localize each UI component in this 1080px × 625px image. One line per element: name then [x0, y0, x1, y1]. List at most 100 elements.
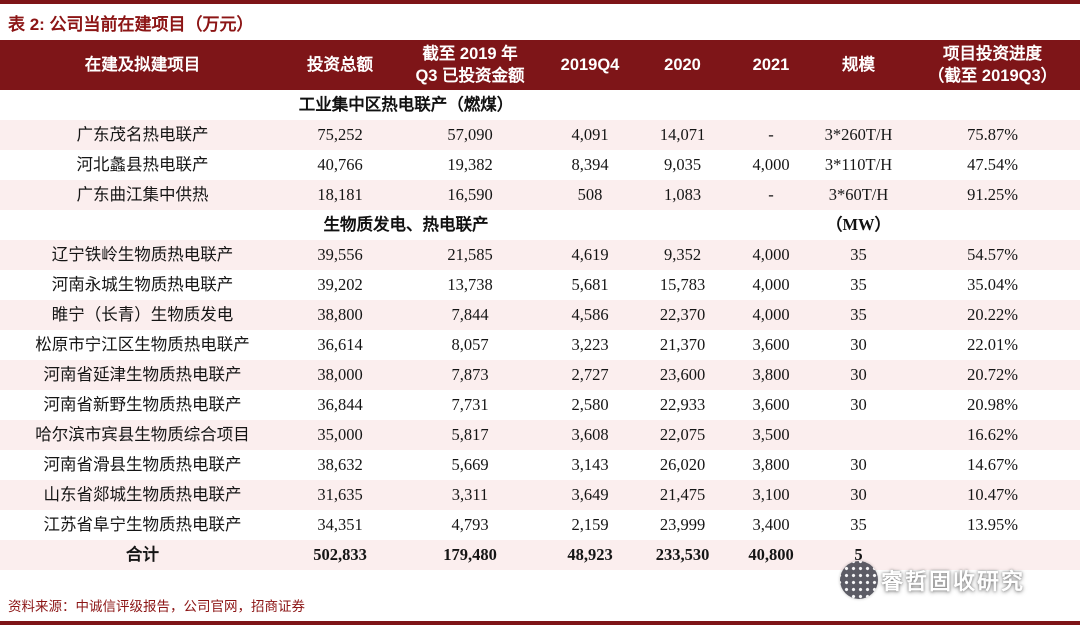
cell-q4_2019: 508 — [577, 185, 603, 204]
cell-scale: 3*110T/H — [824, 155, 893, 174]
cell-name: 河南省延津生物质热电联产 — [43, 365, 242, 384]
project-row: 河南永城生物质热电联产 39,202 13,738 5,681 15,783 4,000 3… — [0, 270, 1080, 300]
cell-name: 河南省新野生物质热电联产 — [43, 395, 242, 414]
cell-scale: 35 — [850, 305, 867, 324]
cell-y2020: 233,530 — [655, 545, 710, 564]
column-header-scale: 规模 — [812, 40, 905, 90]
cell-q4_2019: 48,923 — [567, 545, 613, 564]
cell-y2020: 22,933 — [659, 395, 706, 414]
cell-y2020: 26,020 — [659, 455, 706, 474]
cell-y2020: 22,370 — [659, 305, 706, 324]
cell-total: 40,766 — [317, 155, 363, 174]
cell-invested: 7,873 — [451, 365, 489, 384]
cell-total: 35,000 — [317, 425, 363, 444]
section-row: 工业集中区热电联产（燃煤） — [0, 90, 1080, 120]
section-title: 工业集中区热电联产（燃煤） — [298, 95, 514, 114]
cell-name: 河南省滑县生物质热电联产 — [43, 455, 242, 474]
cell-progress: 91.25% — [967, 185, 1018, 204]
cell-progress: 20.98% — [967, 395, 1018, 414]
cell-name: 辽宁铁岭生物质热电联产 — [51, 245, 234, 264]
cell-name: 河南永城生物质热电联产 — [51, 275, 234, 294]
cell-q4_2019: 2,580 — [571, 395, 609, 414]
scale-unit-label — [812, 90, 905, 120]
project-row: 河南省新野生物质热电联产 36,844 7,731 2,580 22,933 3,600 3… — [0, 390, 1080, 420]
cell-q4_2019: 2,727 — [571, 365, 609, 384]
cell-progress: 47.54% — [967, 155, 1018, 174]
cell-scale: 30 — [850, 335, 867, 354]
cell-progress: 20.22% — [967, 305, 1018, 324]
cell-y2021: 3,400 — [752, 515, 790, 534]
cell-y2021: - — [768, 185, 774, 204]
cell-name: 山东省郯城生物质热电联产 — [43, 485, 242, 504]
cell-progress: 16.62% — [967, 425, 1018, 444]
cell-invested: 13,738 — [447, 275, 493, 294]
cell-name: 睢宁（长青）生物质发电 — [51, 305, 234, 324]
empty-cell — [905, 90, 1080, 120]
cell-q4_2019: 3,143 — [571, 455, 609, 474]
cell-q4_2019: 5,681 — [571, 275, 609, 294]
cell-q4_2019: 3,608 — [571, 425, 609, 444]
cell-name: 松原市宁江区生物质热电联产 — [35, 335, 250, 354]
column-header-y2020: 2020 — [635, 40, 730, 90]
column-header-total: 投资总额 — [285, 40, 395, 90]
cell-y2020: 23,999 — [659, 515, 706, 534]
cell-name: 合计 — [126, 545, 159, 564]
cell-progress: 10.47% — [967, 485, 1018, 504]
cell-y2020: 14,071 — [659, 125, 706, 144]
cell-q4_2019: 3,649 — [571, 485, 609, 504]
cell-total: 38,800 — [317, 305, 363, 324]
cell-invested: 4,793 — [451, 515, 489, 534]
project-row: 松原市宁江区生物质热电联产 36,614 8,057 3,223 21,370 3,600… — [0, 330, 1080, 360]
cell-name: 江苏省阜宁生物质热电联产 — [43, 515, 242, 534]
project-row: 睢宁（长青）生物质发电 38,800 7,844 4,586 22,370 4,000 35… — [0, 300, 1080, 330]
project-row: 辽宁铁岭生物质热电联产 39,556 21,585 4,619 9,352 4,000 35… — [0, 240, 1080, 270]
cell-q4_2019: 4,586 — [571, 305, 609, 324]
column-header-y2021: 2021 — [730, 40, 812, 90]
cell-y2021: 3,600 — [752, 335, 790, 354]
cell-y2021: 3,800 — [752, 455, 790, 474]
cell-invested: 5,669 — [451, 455, 489, 474]
cell-invested: 179,480 — [443, 545, 497, 564]
cell-y2020: 22,075 — [659, 425, 706, 444]
cell-scale: 3*260T/H — [824, 125, 893, 144]
cell-invested: 21,585 — [447, 245, 493, 264]
cell-scale: 35 — [850, 245, 867, 264]
projects-table: 在建及拟建项目 投资总额 截至 2019 年 Q3 已投资金额 2019Q4 2020 20… — [0, 40, 1080, 570]
cell-y2021: 4,000 — [752, 155, 790, 174]
cell-y2020: 15,783 — [659, 275, 706, 294]
cell-total: 18,181 — [317, 185, 363, 204]
cell-scale: 30 — [850, 365, 867, 384]
cell-y2020: 21,370 — [659, 335, 706, 354]
cell-y2020: 23,600 — [659, 365, 706, 384]
cell-scale — [812, 420, 905, 450]
cell-total: 75,252 — [317, 125, 363, 144]
table-title: 表 2: 公司当前在建项目（万元） — [8, 15, 254, 34]
cell-invested: 8,057 — [451, 335, 489, 354]
cell-progress: 22.01% — [967, 335, 1018, 354]
cell-y2021: 4,000 — [752, 245, 790, 264]
cell-total: 31,635 — [317, 485, 363, 504]
cell-q4_2019: 8,394 — [571, 155, 609, 174]
cell-progress: 54.57% — [967, 245, 1018, 264]
cell-invested: 16,590 — [447, 185, 493, 204]
cell-y2021: 3,600 — [752, 395, 790, 414]
cell-invested: 7,731 — [451, 395, 489, 414]
column-header-name: 在建及拟建项目 — [0, 40, 285, 90]
cell-total: 502,833 — [313, 545, 367, 564]
project-row: 广东曲江集中供热 18,181 16,590 508 1,083 - 3*60T/H 91.2… — [0, 180, 1080, 210]
section-title: 生物质发电、热电联产 — [323, 215, 489, 234]
cell-name: 广东曲江集中供热 — [76, 185, 209, 204]
cell-name: 河北蠡县热电联产 — [76, 155, 209, 174]
cell-progress — [905, 540, 1080, 570]
cell-name: 广东茂名热电联产 — [76, 125, 209, 144]
cell-y2020: 21,475 — [659, 485, 706, 504]
cell-invested: 5,817 — [451, 425, 489, 444]
cell-progress: 35.04% — [967, 275, 1018, 294]
cell-scale: 5 — [854, 545, 863, 564]
cell-y2021: - — [768, 125, 774, 144]
cell-total: 36,844 — [317, 395, 363, 414]
cell-total: 39,556 — [317, 245, 363, 264]
cell-y2021: 3,100 — [752, 485, 790, 504]
cell-progress: 13.95% — [967, 515, 1018, 534]
cell-total: 34,351 — [317, 515, 363, 534]
